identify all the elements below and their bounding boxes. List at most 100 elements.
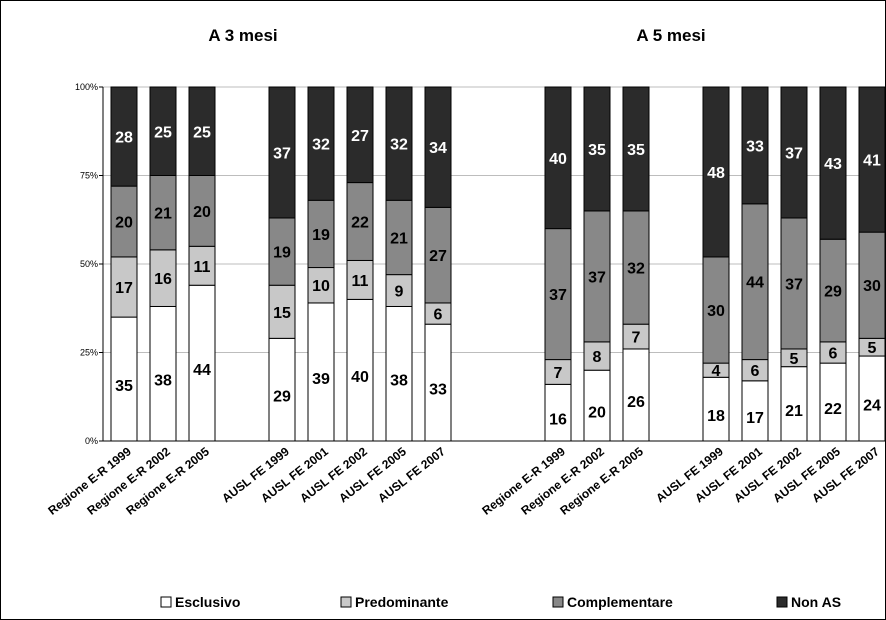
- x-tick-label: AUSL FE 2002: [297, 444, 370, 505]
- bar-segment-predominante: [622, 323, 650, 350]
- data-label: 30: [863, 278, 881, 295]
- bar-segment-predominante: [346, 259, 374, 300]
- data-label: 29: [273, 389, 291, 406]
- data-label: 38: [390, 373, 408, 390]
- data-label: 19: [312, 227, 330, 244]
- data-label: 7: [554, 365, 563, 382]
- data-label: 30: [707, 303, 725, 320]
- data-label: 22: [824, 401, 842, 418]
- bar-segment-predominante: [307, 267, 335, 304]
- data-label: 20: [588, 405, 606, 422]
- data-label: 40: [549, 151, 567, 168]
- data-label: 21: [785, 403, 803, 420]
- bar-segment-esclusivo: [741, 380, 769, 442]
- data-label: 41: [863, 153, 881, 170]
- bar-segment-esclusivo: [307, 302, 335, 442]
- x-tick-label: AUSL FE 2001: [692, 444, 765, 505]
- bar-segment-complementare: [544, 228, 572, 361]
- x-tick-label: AUSL FE 2005: [336, 444, 409, 505]
- data-label: 17: [746, 410, 764, 427]
- bar-segment-non-as: [188, 86, 216, 176]
- bar-segment-esclusivo: [819, 362, 847, 442]
- bar-segment-non-as: [780, 86, 808, 219]
- x-tick-label: AUSL FE 2007: [375, 444, 448, 505]
- bar-segment-non-as: [741, 86, 769, 205]
- bar-segment-non-as: [622, 86, 650, 212]
- bar-segment-complementare: [583, 210, 611, 343]
- data-label: 21: [154, 206, 172, 223]
- bar-segment-esclusivo: [149, 305, 177, 442]
- legend-label: Non AS: [791, 594, 841, 610]
- data-label: 28: [115, 130, 133, 147]
- legend-swatch: [160, 596, 172, 608]
- x-tick-label: AUSL FE 2002: [731, 444, 804, 505]
- data-label: 25: [154, 124, 172, 141]
- data-label: 39: [312, 371, 330, 388]
- x-tick-label: AUSL FE 2007: [809, 444, 882, 505]
- data-label: 20: [193, 204, 211, 221]
- data-label: 17: [115, 280, 133, 297]
- bar-segment-non-as: [819, 86, 847, 240]
- legend-label: Complementare: [567, 594, 673, 610]
- legend-label: Esclusivo: [175, 594, 240, 610]
- bar-segment-esclusivo: [268, 337, 296, 442]
- x-tick-label: AUSL FE 2005: [770, 444, 843, 505]
- data-label: 22: [351, 215, 369, 232]
- bar-segment-esclusivo: [702, 376, 730, 442]
- bar-segment-esclusivo: [583, 369, 611, 442]
- data-label: 8: [593, 349, 602, 366]
- legend-label: Predominante: [355, 594, 449, 610]
- data-label: 16: [549, 412, 567, 429]
- x-tick-label: AUSL FE 1999: [219, 444, 292, 505]
- y-tick-label: 50%: [80, 259, 98, 269]
- bar-segment-predominante: [544, 359, 572, 385]
- data-label: 40: [351, 369, 369, 386]
- data-label: 15: [273, 305, 291, 322]
- data-label: 20: [115, 215, 133, 232]
- bar-segment-non-as: [307, 86, 335, 201]
- data-label: 9: [395, 284, 404, 301]
- y-tick-label: 75%: [80, 171, 98, 181]
- data-label: 7: [632, 330, 641, 347]
- bar-segment-non-as: [858, 86, 885, 233]
- data-label: 43: [824, 156, 842, 173]
- data-label: 32: [627, 261, 645, 278]
- data-label: 5: [868, 340, 877, 357]
- data-label: 27: [429, 248, 447, 265]
- bar-segment-complementare: [780, 217, 808, 350]
- chart-title-3-mesi: A 3 mesi: [208, 26, 277, 45]
- legend-swatch: [776, 596, 788, 608]
- data-label: 5: [790, 351, 799, 368]
- bar-segment-predominante: [110, 256, 138, 318]
- data-label: 35: [588, 142, 606, 159]
- bar-segment-predominante: [385, 274, 413, 307]
- bar-segment-non-as: [583, 86, 611, 212]
- chart-title-5-mesi: A 5 mesi: [636, 26, 705, 45]
- bar-segment-complementare: [424, 206, 452, 304]
- data-label: 4: [712, 363, 721, 380]
- bar-segment-complementare: [858, 231, 885, 339]
- data-label: 32: [312, 137, 330, 154]
- data-label: 21: [390, 230, 408, 247]
- bar-segment-esclusivo: [188, 284, 216, 442]
- bar-segment-predominante: [583, 341, 611, 371]
- data-label: 32: [390, 137, 408, 154]
- y-tick-label: 25%: [80, 348, 98, 358]
- x-tick-label: AUSL FE 1999: [653, 444, 726, 505]
- bar-segment-complementare: [819, 238, 847, 343]
- x-tick-label: AUSL FE 2001: [258, 444, 331, 505]
- bar-segment-non-as: [385, 86, 413, 201]
- data-label: 44: [746, 275, 764, 292]
- data-label: 26: [627, 394, 645, 411]
- data-label: 35: [627, 142, 645, 159]
- bar-segment-non-as: [346, 86, 374, 184]
- bar-segment-non-as: [702, 86, 730, 258]
- data-label: 29: [824, 284, 842, 301]
- data-label: 33: [429, 382, 447, 399]
- data-label: 6: [829, 346, 838, 363]
- bar-segment-non-as: [149, 86, 177, 176]
- bar-segment-non-as: [544, 86, 572, 230]
- data-label: 6: [434, 307, 443, 324]
- bar-segment-non-as: [424, 86, 452, 208]
- bar-segment-esclusivo: [385, 305, 413, 442]
